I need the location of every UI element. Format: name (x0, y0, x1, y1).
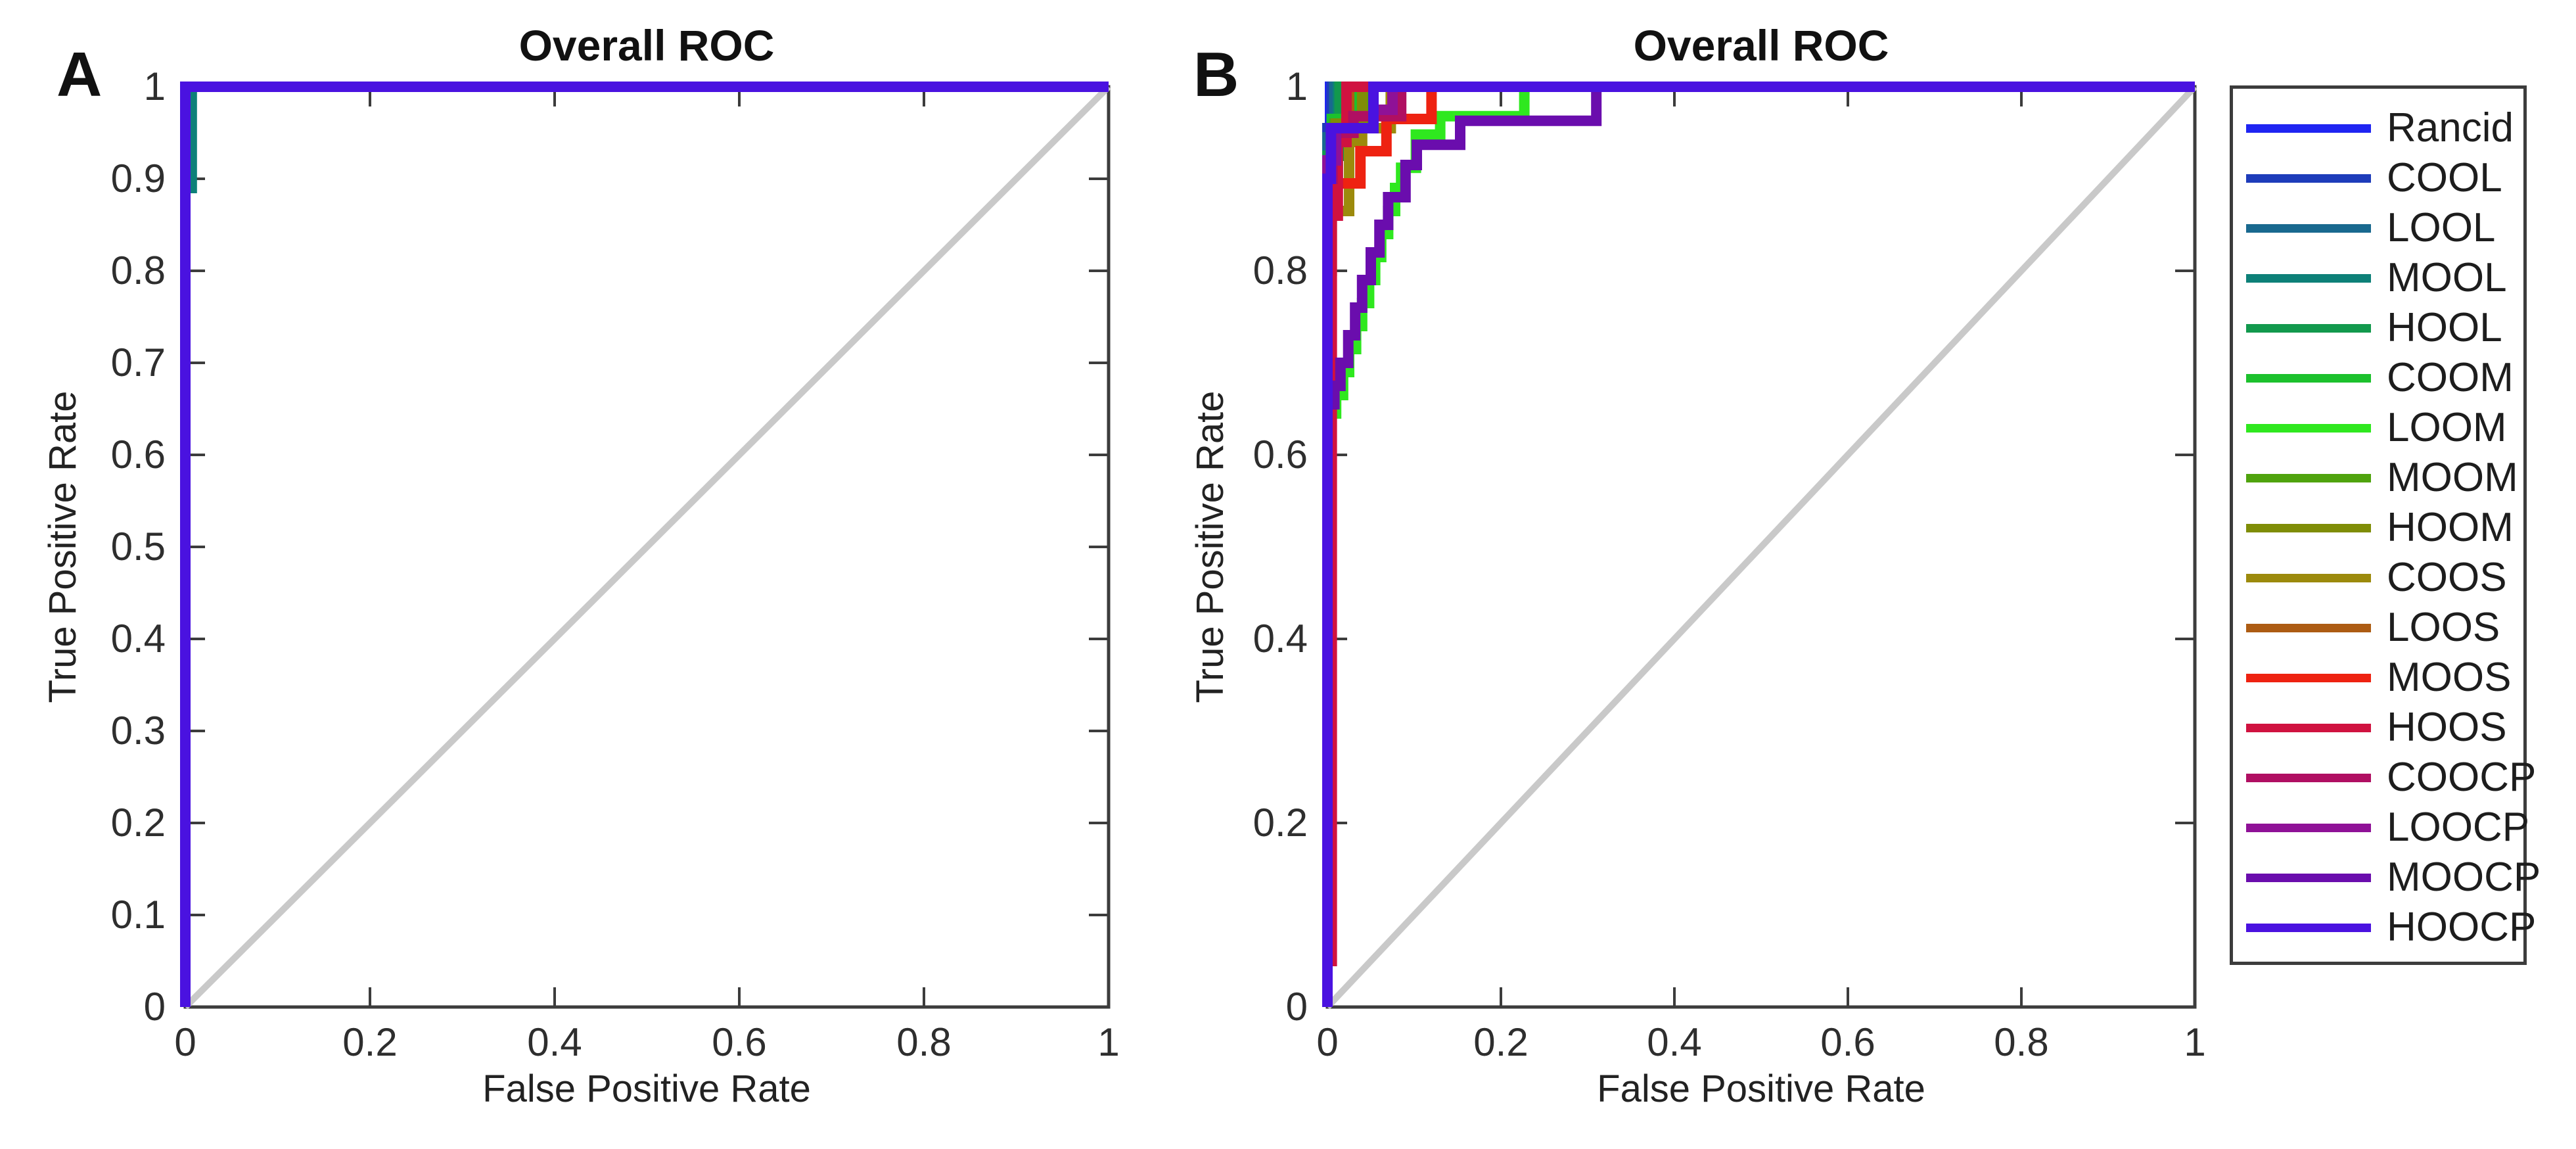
chance-diagonal-B (1325, 84, 2197, 1010)
legend-label-MOOM: MOOM (2387, 455, 2518, 500)
tick-label-B-y-0.2: 0.2 (1253, 801, 1308, 845)
tick-label-B-x-0: 0 (1316, 1020, 1339, 1064)
legend-item-MOOM: MOOM (2233, 453, 2523, 503)
legend-swatch-MOOM (2246, 473, 2371, 482)
legend-swatch-LOOS (2246, 623, 2371, 632)
tick-label-A-y-0.1: 0.1 (110, 893, 166, 937)
tick-label-A-x-0.6: 0.6 (712, 1020, 767, 1064)
panel-b-yaxis-label: True Positive Rate (1189, 390, 1231, 703)
legend-item-HOOM: HOOM (2233, 503, 2523, 553)
legend-swatch-MOOCP (2246, 873, 2371, 882)
legend-item-MOOL: MOOL (2233, 253, 2523, 303)
legend-item-HOOL: HOOL (2233, 303, 2523, 353)
legend-item-COOL: COOL (2233, 153, 2523, 203)
legend-item-HOOCP: HOOCP (2233, 903, 2536, 952)
tick-label-B-x-0.8: 0.8 (1994, 1020, 2049, 1064)
tick-label-B-y-0.6: 0.6 (1253, 433, 1308, 477)
legend-item-LOOL: LOOL (2233, 203, 2523, 253)
tick-label-A-y-0.5: 0.5 (110, 525, 166, 569)
legend-label-HOOS: HOOS (2387, 705, 2507, 750)
roc-curve-A-HOOCP (180, 82, 1109, 1007)
legend-swatch-COOCP (2246, 773, 2371, 782)
legend-label-LOOCP: LOOCP (2387, 805, 2530, 850)
panel-a-letter: A (57, 39, 103, 110)
legend-label-HOOM: HOOM (2387, 505, 2514, 550)
panel-a-yaxis-label: True Positive Rate (41, 390, 84, 703)
legend-item-LOOCP: LOOCP (2233, 803, 2529, 853)
tick-label-A-x-0: 0 (174, 1020, 196, 1064)
panel-b-xaxis-label: False Positive Rate (1597, 1067, 1925, 1110)
legend-label-MOOCP: MOOCP (2387, 855, 2541, 900)
legend-label-MOOL: MOOL (2387, 255, 2507, 300)
legend-label-HOOCP: HOOCP (2387, 904, 2537, 950)
panel-b-letter: B (1193, 39, 1239, 110)
tick-label-A-x-0.8: 0.8 (896, 1020, 952, 1064)
tick-label-A-y-0.7: 0.7 (110, 340, 166, 385)
tick-label-B-y-0: 0 (1285, 985, 1308, 1029)
legend-swatch-COOM (2246, 373, 2371, 383)
legend-label-COOCP: COOCP (2387, 755, 2537, 800)
tick-label-B-x-1: 1 (2184, 1020, 2206, 1064)
tick-label-B-y-0.4: 0.4 (1253, 617, 1308, 661)
roc-curve-B-MOOCP (1322, 82, 2195, 1007)
tick-label-B-x-0.4: 0.4 (1647, 1020, 1702, 1064)
legend-label-LOOL: LOOL (2387, 205, 2496, 250)
legend-item-MOOCP: MOOCP (2233, 853, 2541, 903)
tick-label-A-y-0: 0 (143, 985, 166, 1029)
legend-item-HOOS: HOOS (2233, 703, 2523, 753)
legend-label-LOOM: LOOM (2387, 405, 2507, 450)
panel-a-title: Overall ROC (518, 21, 775, 70)
legend-swatch-COOL (2246, 174, 2371, 183)
tick-label-A-x-1: 1 (1097, 1020, 1120, 1064)
legend-item-MOOS: MOOS (2233, 653, 2523, 703)
legend-item-COOM: COOM (2233, 353, 2523, 403)
tick-label-B-y-0.8: 0.8 (1253, 248, 1308, 293)
legend-swatch-MOOL (2246, 273, 2371, 283)
legend-swatch-COOS (2246, 573, 2371, 582)
tick-label-A-y-0.4: 0.4 (110, 617, 166, 661)
tick-label-A-y-0.2: 0.2 (110, 801, 166, 845)
roc-curve-B-HOOCP (1322, 82, 2195, 1007)
legend-swatch-HOOL (2246, 323, 2371, 333)
tick-label-B-y-1: 1 (1285, 64, 1308, 108)
tick-label-A-y-0.8: 0.8 (110, 248, 166, 293)
legend-swatch-LOOM (2246, 423, 2371, 433)
chance-diagonal-A (183, 84, 1111, 1010)
legend-label-Rancid: Rancid (2387, 105, 2514, 151)
legend-item-COOS: COOS (2233, 553, 2523, 603)
legend-item-Rancid: Rancid (2233, 103, 2523, 153)
legend-label-COOS: COOS (2387, 555, 2507, 600)
legend-box: Rancid COOL LOOL MOOL HOOL COOM LOOM MOOM HOOM CO… (2230, 85, 2541, 965)
legend-label-COOL: COOL (2387, 155, 2502, 200)
legend-swatch-MOOS (2246, 673, 2371, 682)
tick-label-A-y-0.3: 0.3 (110, 709, 166, 753)
legend-item-LOOS: LOOS (2233, 603, 2523, 653)
legend-label-MOOS: MOOS (2387, 655, 2512, 700)
legend-swatch-LOOCP (2246, 823, 2371, 832)
panel-a-xaxis-label: False Positive Rate (482, 1067, 811, 1110)
tick-label-A-x-0.4: 0.4 (527, 1020, 582, 1064)
legend-swatch-Rancid (2246, 124, 2371, 133)
legend-swatch-HOOM (2246, 523, 2371, 532)
legend-swatch-LOOL (2246, 223, 2371, 233)
legend-item-LOOM: LOOM (2233, 403, 2523, 453)
panel-b-title: Overall ROC (1633, 21, 1889, 70)
legend-swatch-HOOS (2246, 723, 2371, 732)
tick-label-A-y-0.9: 0.9 (110, 156, 166, 200)
tick-label-A-y-0.6: 0.6 (110, 433, 166, 477)
legend-label-HOOL: HOOL (2387, 305, 2502, 350)
tick-label-B-x-0.6: 0.6 (1820, 1020, 1875, 1064)
legend-label-COOM: COOM (2387, 355, 2514, 400)
legend-item-COOCP: COOCP (2233, 753, 2536, 803)
legend-label-LOOS: LOOS (2387, 605, 2500, 650)
tick-label-A-y-1: 1 (143, 64, 166, 108)
legend-swatch-HOOCP (2246, 923, 2371, 932)
tick-label-B-x-0.2: 0.2 (1473, 1020, 1529, 1064)
tick-label-A-x-0.2: 0.2 (342, 1020, 398, 1064)
